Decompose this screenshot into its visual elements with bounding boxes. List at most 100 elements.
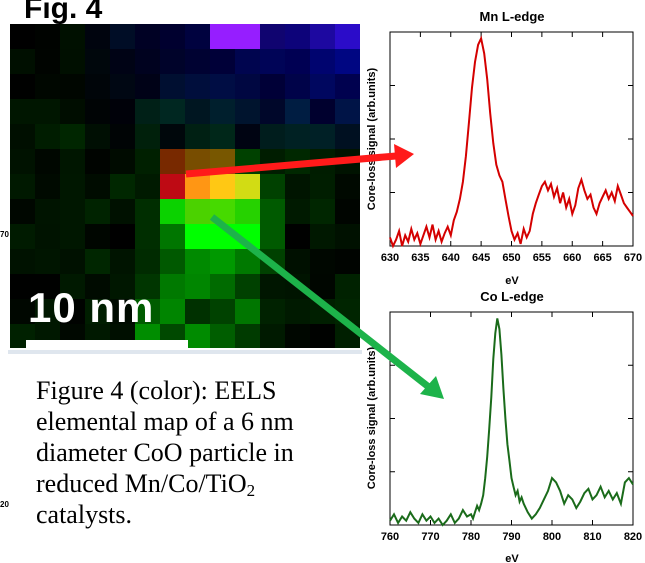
map-pixel [185, 224, 210, 249]
map-pixel [35, 224, 60, 249]
map-pixel [260, 49, 285, 74]
map-pixel [110, 49, 135, 74]
x-tick-label: 660 [563, 252, 581, 264]
map-pixel [285, 199, 310, 224]
map-pixel [335, 249, 360, 274]
x-tick-label: 635 [411, 252, 429, 264]
map-pixel [260, 174, 285, 199]
x-tick-label: 790 [502, 531, 520, 543]
map-pixel [310, 249, 335, 274]
map-pixel [10, 199, 35, 224]
map-pixel [260, 299, 285, 324]
map-pixel [110, 274, 135, 299]
x-axis-label: eV [505, 553, 519, 563]
map-pixel [10, 149, 35, 174]
co-spectrum-line [389, 318, 634, 527]
scale-bar-label: 10 nm [28, 284, 155, 331]
figure-label: Fig. 4 [24, 0, 103, 25]
x-tick-label: 770 [421, 531, 439, 543]
map-pixel [310, 49, 335, 74]
map-pixel [235, 49, 260, 74]
map-pixel [310, 199, 335, 224]
x-tick-label: 810 [583, 531, 601, 543]
map-pixel [60, 99, 85, 124]
map-pixel [235, 199, 260, 224]
map-pixel [185, 74, 210, 99]
map-pixel [210, 274, 235, 299]
map-pixel [260, 324, 285, 348]
map-pixel [135, 299, 160, 324]
map-pixel [85, 99, 110, 124]
mn-l-edge-chart: Mn L-edge 630 635 640 645 650 655 660 665 670 eV… [366, 9, 642, 285]
map-pixel [10, 24, 35, 49]
x-tick-label: 655 [533, 252, 551, 264]
map-pixel [160, 49, 185, 74]
map-pixel [85, 199, 110, 224]
map-pixel [10, 224, 35, 249]
map-pixel [110, 299, 135, 324]
map-pixel [310, 174, 335, 199]
map-pixel [235, 174, 260, 199]
map-pixel [60, 274, 85, 299]
red-arrow [185, 144, 414, 178]
map-pixel [160, 74, 185, 99]
map-pixel [135, 199, 160, 224]
map-pixel [85, 224, 110, 249]
caption-subscript: 2 [246, 481, 256, 500]
map-pixel [85, 299, 110, 324]
map-pixel [235, 74, 260, 99]
map-pixel [235, 99, 260, 124]
map-pixel [285, 49, 310, 74]
y-axis-label: Core-loss signal (arb.units) [366, 346, 378, 489]
map-pixel [310, 24, 335, 49]
map-pixel [110, 149, 135, 174]
map-pixel [135, 249, 160, 274]
x-tick-label: 800 [543, 531, 561, 543]
map-pixel [185, 274, 210, 299]
map-pixel [285, 299, 310, 324]
map-pixel [335, 174, 360, 199]
map-pixel [85, 24, 110, 49]
map-pixel [335, 49, 360, 74]
caption-text: Figure 4 (color): EELS elemental map of … [36, 376, 294, 498]
x-tick-label: 760 [381, 531, 399, 543]
map-pixel [210, 124, 235, 149]
map-pixel [335, 99, 360, 124]
map-pixel [135, 274, 160, 299]
cropped-tick-label: 20 [0, 500, 9, 509]
x-ticks: 630 635 640 645 650 655 660 665 670 [381, 32, 642, 264]
map-pixel [235, 299, 260, 324]
map-pixel [285, 249, 310, 274]
map-pixel [10, 49, 35, 74]
map-pixel [260, 224, 285, 249]
map-pixel [135, 74, 160, 99]
map-pixel [35, 174, 60, 199]
map-pixel [35, 249, 60, 274]
map-pixel [10, 274, 35, 299]
map-pixel [135, 224, 160, 249]
map-pixel [260, 99, 285, 124]
map-pixel [135, 24, 160, 49]
map-pixel [285, 174, 310, 199]
map-pixel [310, 224, 335, 249]
y-ticks [390, 364, 633, 473]
map-pixel [85, 49, 110, 74]
map-pixel [10, 249, 35, 274]
map-pixel [285, 224, 310, 249]
map-pixel [35, 199, 60, 224]
map-pixel [85, 274, 110, 299]
map-pixel [310, 124, 335, 149]
x-ticks: 760 770 780 790 800 810 820 [381, 312, 642, 543]
map-pixel [285, 99, 310, 124]
map-pixel [85, 74, 110, 99]
map-pixel [135, 174, 160, 199]
map-pixel [85, 149, 110, 174]
co-l-edge-chart: Co L-edge 760 770 780 790 800 810 820 eV Core-… [366, 289, 642, 563]
map-pixel [160, 299, 185, 324]
x-tick-label: 630 [381, 252, 399, 264]
x-tick-label: 645 [472, 252, 490, 264]
map-pixel [160, 249, 185, 274]
map-pixel [110, 99, 135, 124]
map-pixel [285, 74, 310, 99]
map-pixel [210, 99, 235, 124]
